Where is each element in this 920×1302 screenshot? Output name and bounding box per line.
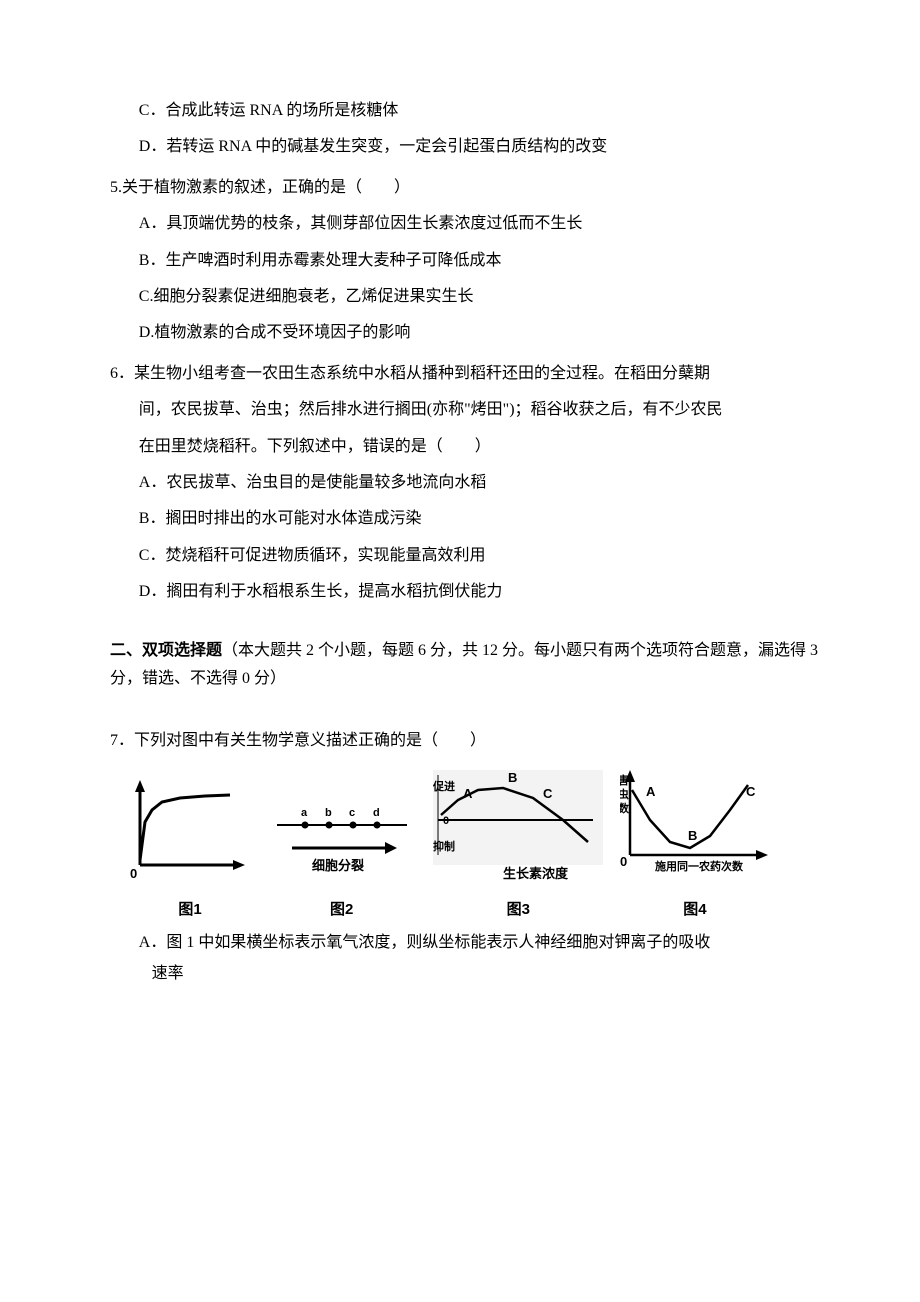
svg-text:抑制: 抑制	[433, 839, 455, 853]
svg-text:细胞分裂: 细胞分裂	[312, 858, 365, 873]
svg-text:害: 害	[620, 773, 629, 787]
svg-text:B: B	[688, 828, 697, 843]
section2-title: 二、双项选择题（本大题共 2 个小题，每题 6 分，共 12 分。每小题只有两个…	[110, 637, 820, 691]
figure-4: 害虫数 A B C 0 施用同一农药次数	[620, 770, 770, 891]
q5-option-c: C.细胞分裂素促进细胞衰老，乙烯促进果实生长	[139, 282, 820, 312]
figure-row: 0 a b c d 细胞分裂 0 促进抑制 A B C 生长素浓度 害虫数 A B C 0 施用同一农药次数	[130, 770, 770, 891]
q6-option-a: A．农民拔草、治虫目的是使能量较多地流向水稻	[139, 468, 820, 498]
svg-text:a: a	[301, 807, 308, 819]
q6-stem-line1: 6．某生物小组考查一农田生态系统中水稻从播种到稻秆还田的全过程。在稻田分蘖期	[110, 359, 820, 389]
q5-stem: 5.关于植物激素的叙述，正确的是（ ）	[110, 173, 820, 203]
q6-option-d: D．搁田有利于水稻根系生长，提高水稻抗倒伏能力	[139, 577, 820, 607]
fig3-caption: 图3	[433, 896, 603, 925]
svg-text:0: 0	[130, 866, 137, 880]
svg-text:虫: 虫	[620, 787, 629, 801]
figure-2: a b c d 细胞分裂	[267, 800, 417, 891]
fig1-caption: 图1	[130, 896, 250, 925]
q6-option-b: B．搁田时排出的水可能对水体造成污染	[139, 504, 820, 534]
figure-captions: 图1 图2 图3 图4	[130, 896, 770, 925]
fig2-caption: 图2	[267, 896, 417, 925]
svg-text:c: c	[349, 807, 355, 819]
q6-option-c: C．焚烧稻秆可促进物质循环，实现能量高效利用	[139, 541, 820, 571]
svg-text:生长素浓度: 生长素浓度	[503, 866, 569, 880]
svg-text:C: C	[746, 784, 756, 799]
q5-option-b: B．生产啤酒时利用赤霉素处理大麦种子可降低成本	[139, 246, 820, 276]
q7-option-a-line1: A．图 1 中如果横坐标表示氧气浓度，则纵坐标能表示人神经细胞对钾离子的吸收	[110, 928, 820, 958]
svg-text:b: b	[325, 807, 332, 819]
svg-text:促进: 促进	[433, 779, 455, 793]
q5-option-d: D.植物激素的合成不受环境因子的影响	[139, 318, 820, 348]
svg-text:A: A	[646, 784, 656, 799]
section2-title-bold: 二、双项选择题	[110, 642, 222, 659]
q7-stem: 7．下列对图中有关生物学意义描述正确的是（ ）	[110, 726, 820, 756]
svg-text:施用同一农药次数: 施用同一农药次数	[655, 859, 744, 873]
fig4-caption: 图4	[620, 896, 770, 925]
q4-option-d: D．若转运 RNA 中的碱基发生突变，一定会引起蛋白质结构的改变	[139, 132, 820, 162]
svg-text:A: A	[463, 786, 473, 801]
svg-text:0: 0	[443, 815, 449, 827]
figure-1: 0	[130, 780, 250, 891]
svg-text:数: 数	[620, 801, 630, 815]
figure-3: 0 促进抑制 A B C 生长素浓度	[433, 770, 603, 891]
q6-stem-line3: 在田里焚烧稻秆。下列叙述中，错误的是（ ）	[139, 432, 820, 462]
svg-text:B: B	[508, 770, 517, 785]
q5-option-a: A．具顶端优势的枝条，其侧芽部位因生长素浓度过低而不生长	[139, 209, 820, 239]
svg-text:0: 0	[620, 854, 627, 869]
q4-option-c: C．合成此转运 RNA 的场所是核糖体	[139, 96, 820, 126]
svg-text:d: d	[373, 807, 380, 819]
q7-option-a-line2: 速率	[110, 959, 820, 989]
svg-text:C: C	[543, 786, 553, 801]
q6-stem-line2: 间，农民拔草、治虫；然后排水进行搁田(亦称"烤田")；稻谷收获之后，有不少农民	[139, 395, 820, 425]
